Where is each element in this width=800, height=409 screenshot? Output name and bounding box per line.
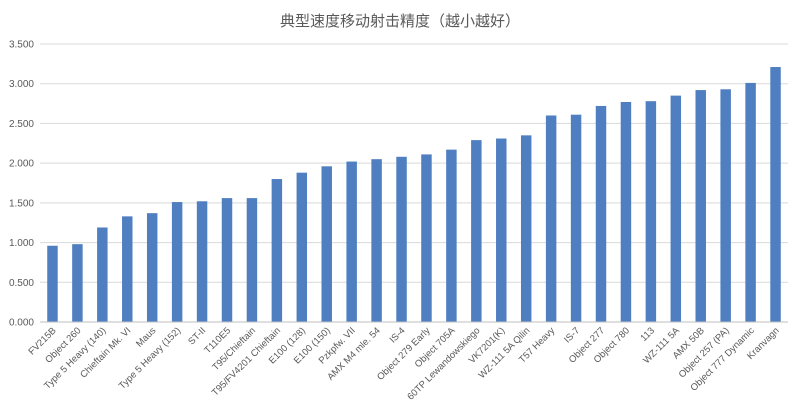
bar <box>570 114 582 322</box>
bars <box>47 67 781 323</box>
gridlines <box>40 43 788 283</box>
bar <box>545 115 557 322</box>
y-tick-label: 1.000 <box>9 238 34 249</box>
bar <box>595 105 607 322</box>
bar <box>620 101 632 323</box>
bar <box>171 202 183 322</box>
bar <box>122 216 133 322</box>
bar <box>321 166 332 322</box>
bar <box>97 227 108 322</box>
bar <box>271 179 283 322</box>
bar <box>47 245 58 322</box>
bar <box>196 201 208 322</box>
y-tick-label: 0.000 <box>9 318 34 329</box>
bar <box>221 198 233 322</box>
bar <box>645 101 657 322</box>
bar <box>371 159 382 322</box>
bar <box>246 198 258 322</box>
bar <box>146 213 158 322</box>
x-tick-label: ST-II <box>186 325 208 347</box>
y-tick-label: 3.000 <box>9 79 34 90</box>
bar <box>695 90 706 322</box>
bar <box>421 154 432 322</box>
bar <box>471 140 482 322</box>
y-axis-ticks: 0.000 0.500 1.000 1.500 2.000 2.500 3.000 3.500 <box>9 40 34 329</box>
bar <box>720 89 731 322</box>
bar <box>520 135 532 322</box>
x-tick-label: IS-7 <box>562 325 582 345</box>
x-tick-label: 113 <box>638 325 656 343</box>
y-tick-label: 3.500 <box>9 40 34 51</box>
bar <box>296 172 308 322</box>
bar <box>446 149 457 322</box>
y-tick-label: 2.000 <box>9 159 34 170</box>
bar <box>396 156 407 322</box>
bar <box>670 95 682 322</box>
y-tick-label: 1.500 <box>9 198 34 209</box>
bar <box>745 82 756 322</box>
bar <box>72 244 83 322</box>
bar <box>496 138 507 322</box>
bar <box>346 161 357 322</box>
y-tick-label: 0.500 <box>9 278 34 289</box>
bar <box>770 67 781 322</box>
x-tick-label: IS-4 <box>388 325 408 345</box>
y-tick-label: 2.500 <box>9 119 34 130</box>
chart-title: 典型速度移动射击精度（越小越好） <box>279 12 520 30</box>
